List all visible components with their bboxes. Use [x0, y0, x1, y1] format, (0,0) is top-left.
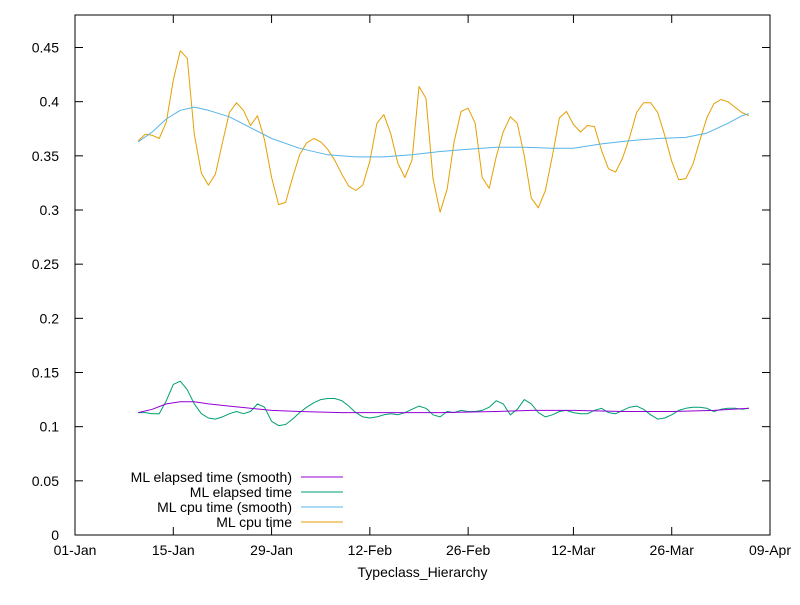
x-tick-label: 12-Feb [348, 542, 393, 558]
y-tick-label: 0.35 [32, 148, 59, 164]
y-tick-label: 0.2 [40, 310, 60, 326]
legend-label: ML elapsed time (smooth) [131, 469, 292, 485]
series-line-2 [137, 106, 750, 158]
series-line-3 [137, 50, 750, 213]
y-tick-label: 0.1 [40, 419, 60, 435]
y-tick-label: 0.4 [40, 94, 60, 110]
y-tick-label: 0.25 [32, 256, 59, 272]
y-tick-label: 0.15 [32, 365, 59, 381]
y-tick-label: 0.45 [32, 40, 59, 56]
y-tick-label: 0.05 [32, 473, 59, 489]
x-tick-label: 01-Jan [54, 542, 97, 558]
legend: ML elapsed time (smooth)ML elapsed timeM… [131, 469, 343, 530]
x-tick-label: 09-Apr [749, 542, 791, 558]
legend-label: ML cpu time [216, 514, 292, 530]
y-tick-label: 0.3 [40, 202, 60, 218]
x-axis-label: Typeclass_Hierarchy [358, 564, 488, 580]
ticks-layer: 0 0.05 0.1 0.15 0.2 0.25 0.3 0.35 0.4 0.45 01-Jan 1… [32, 15, 791, 558]
x-tick-label: 26-Mar [650, 542, 695, 558]
x-tick-label: 26-Feb [446, 542, 491, 558]
legend-label: ML cpu time (smooth) [157, 499, 292, 515]
series-layer [137, 50, 750, 427]
legend-label: ML elapsed time [190, 484, 292, 500]
y-tick-label: 0 [51, 527, 59, 543]
x-tick-label: 12-Mar [551, 542, 596, 558]
x-tick-label: 29-Jan [250, 542, 293, 558]
plot-frame [74, 14, 771, 536]
series-line-1 [138, 380, 749, 427]
series-line-0 [138, 401, 749, 414]
x-tick-label: 15-Jan [152, 542, 195, 558]
